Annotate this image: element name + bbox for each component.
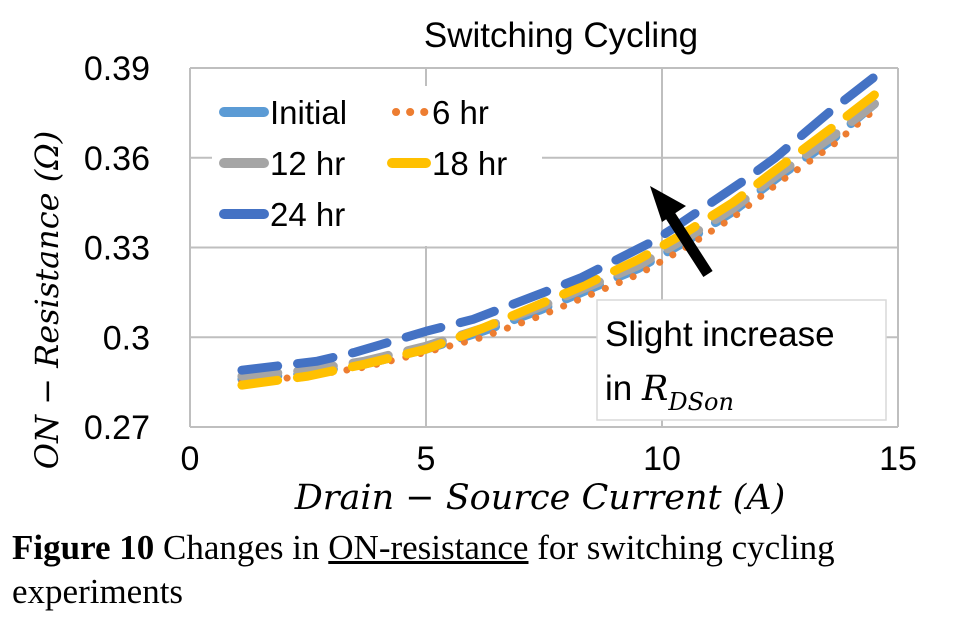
x-tick-label: 5 xyxy=(417,440,436,478)
chart-title: Switching Cycling xyxy=(424,16,698,55)
caption-text-end: for switching cycling experiments xyxy=(12,528,835,611)
legend-label-1: 6 hr xyxy=(432,94,489,131)
annotation-prefix: in xyxy=(605,369,642,408)
annotation-arrow-shaft xyxy=(663,209,713,277)
annotation-arrow-head xyxy=(650,186,686,222)
annotation-subscript: DSon xyxy=(667,388,734,416)
axes: 0 5 10 15 0.27 0.3 0.33 0.36 0.39 xyxy=(84,50,917,478)
series-lines xyxy=(237,72,879,390)
y-tick-label: 0.36 xyxy=(84,140,150,178)
annotation-line-1: Slight increase xyxy=(605,315,835,354)
legend-label-0: Initial xyxy=(270,94,347,131)
y-tick-label: 0.33 xyxy=(84,230,150,268)
legend-label-2: 12 hr xyxy=(270,145,345,182)
caption-underlined-term: ON-resistance xyxy=(328,528,529,567)
series-line-4 xyxy=(237,72,879,375)
annotation: Slight increase in RDSon xyxy=(596,186,887,421)
caption-text-start: Changes in xyxy=(154,528,329,567)
annotation-box xyxy=(596,299,887,421)
legend-label-4: 24 hr xyxy=(270,196,345,233)
y-tick-label: 0.3 xyxy=(103,319,150,357)
chart: 0 5 10 15 0.27 0.3 0.33 0.36 0.39 Initial 6 hr 12 … xyxy=(28,16,917,518)
annotation-line-2: in RDSon xyxy=(605,369,734,416)
legend-label-3: 18 hr xyxy=(432,145,507,182)
x-tick-label: 0 xyxy=(181,440,200,478)
y-tick-label: 0.27 xyxy=(84,409,150,447)
x-tick-label: 10 xyxy=(643,440,681,478)
figure-number: Figure 10 xyxy=(12,528,155,567)
x-tick-label: 15 xyxy=(879,440,917,478)
figure-caption: Figure 10 Changes in ON-resistance for s… xyxy=(12,526,962,614)
series-line-3 xyxy=(237,90,879,390)
legend: Initial 6 hr 12 hr 18 hr 24 hr xyxy=(212,86,542,246)
x-axis-title: Drain − Source Current (A) xyxy=(294,478,786,518)
y-tick-label: 0.39 xyxy=(84,50,150,88)
y-axis-title: ON − Resistance (Ω) xyxy=(28,131,66,470)
annotation-symbol: R xyxy=(641,369,668,409)
